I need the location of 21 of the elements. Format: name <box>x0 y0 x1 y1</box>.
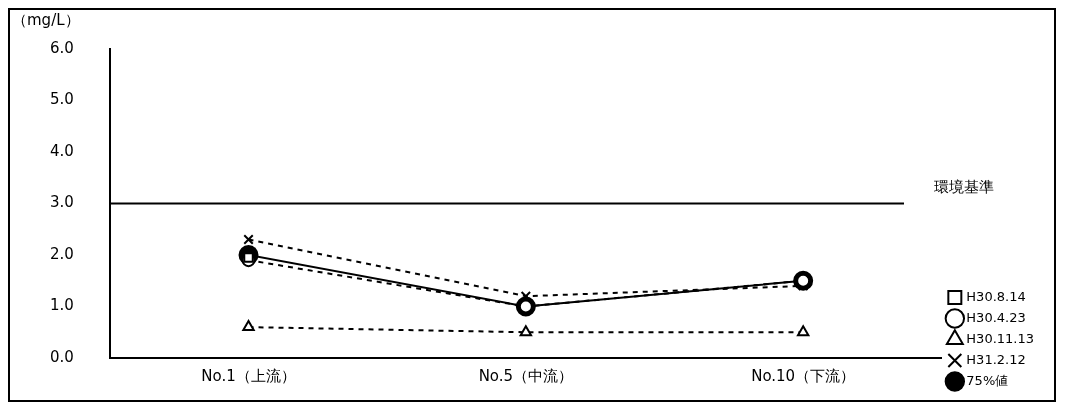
point <box>796 325 810 337</box>
legend-label: 75%値 <box>966 372 1009 388</box>
legend-label: H30.8.14 <box>966 288 1026 304</box>
legend-label: H30.4.23 <box>966 309 1026 325</box>
legend-label: H30.11.13 <box>966 330 1035 346</box>
y-tick-label: 5.0 <box>50 90 74 109</box>
point <box>242 320 255 332</box>
y-tick-label: 1.0 <box>50 296 74 315</box>
x-tick-label: No.10（下流） <box>751 366 856 385</box>
x-tick-label: No.5（中流） <box>478 366 574 385</box>
ref-line-label: 環境基準 <box>934 177 994 196</box>
x-tick-label: No.1（上流） <box>201 366 296 385</box>
point <box>243 234 254 245</box>
y-tick-label: 0.0 <box>50 347 74 366</box>
legend-label: H31.2.12 <box>966 351 1026 367</box>
y-tick-label: 2.0 <box>50 244 74 263</box>
y-axis-title: （mg/L） <box>12 11 80 30</box>
y-tick-label: 3.0 <box>50 193 74 212</box>
point <box>519 325 533 337</box>
y-tick-label: 6.0 <box>50 38 74 57</box>
y-tick-label: 4.0 <box>50 141 74 160</box>
